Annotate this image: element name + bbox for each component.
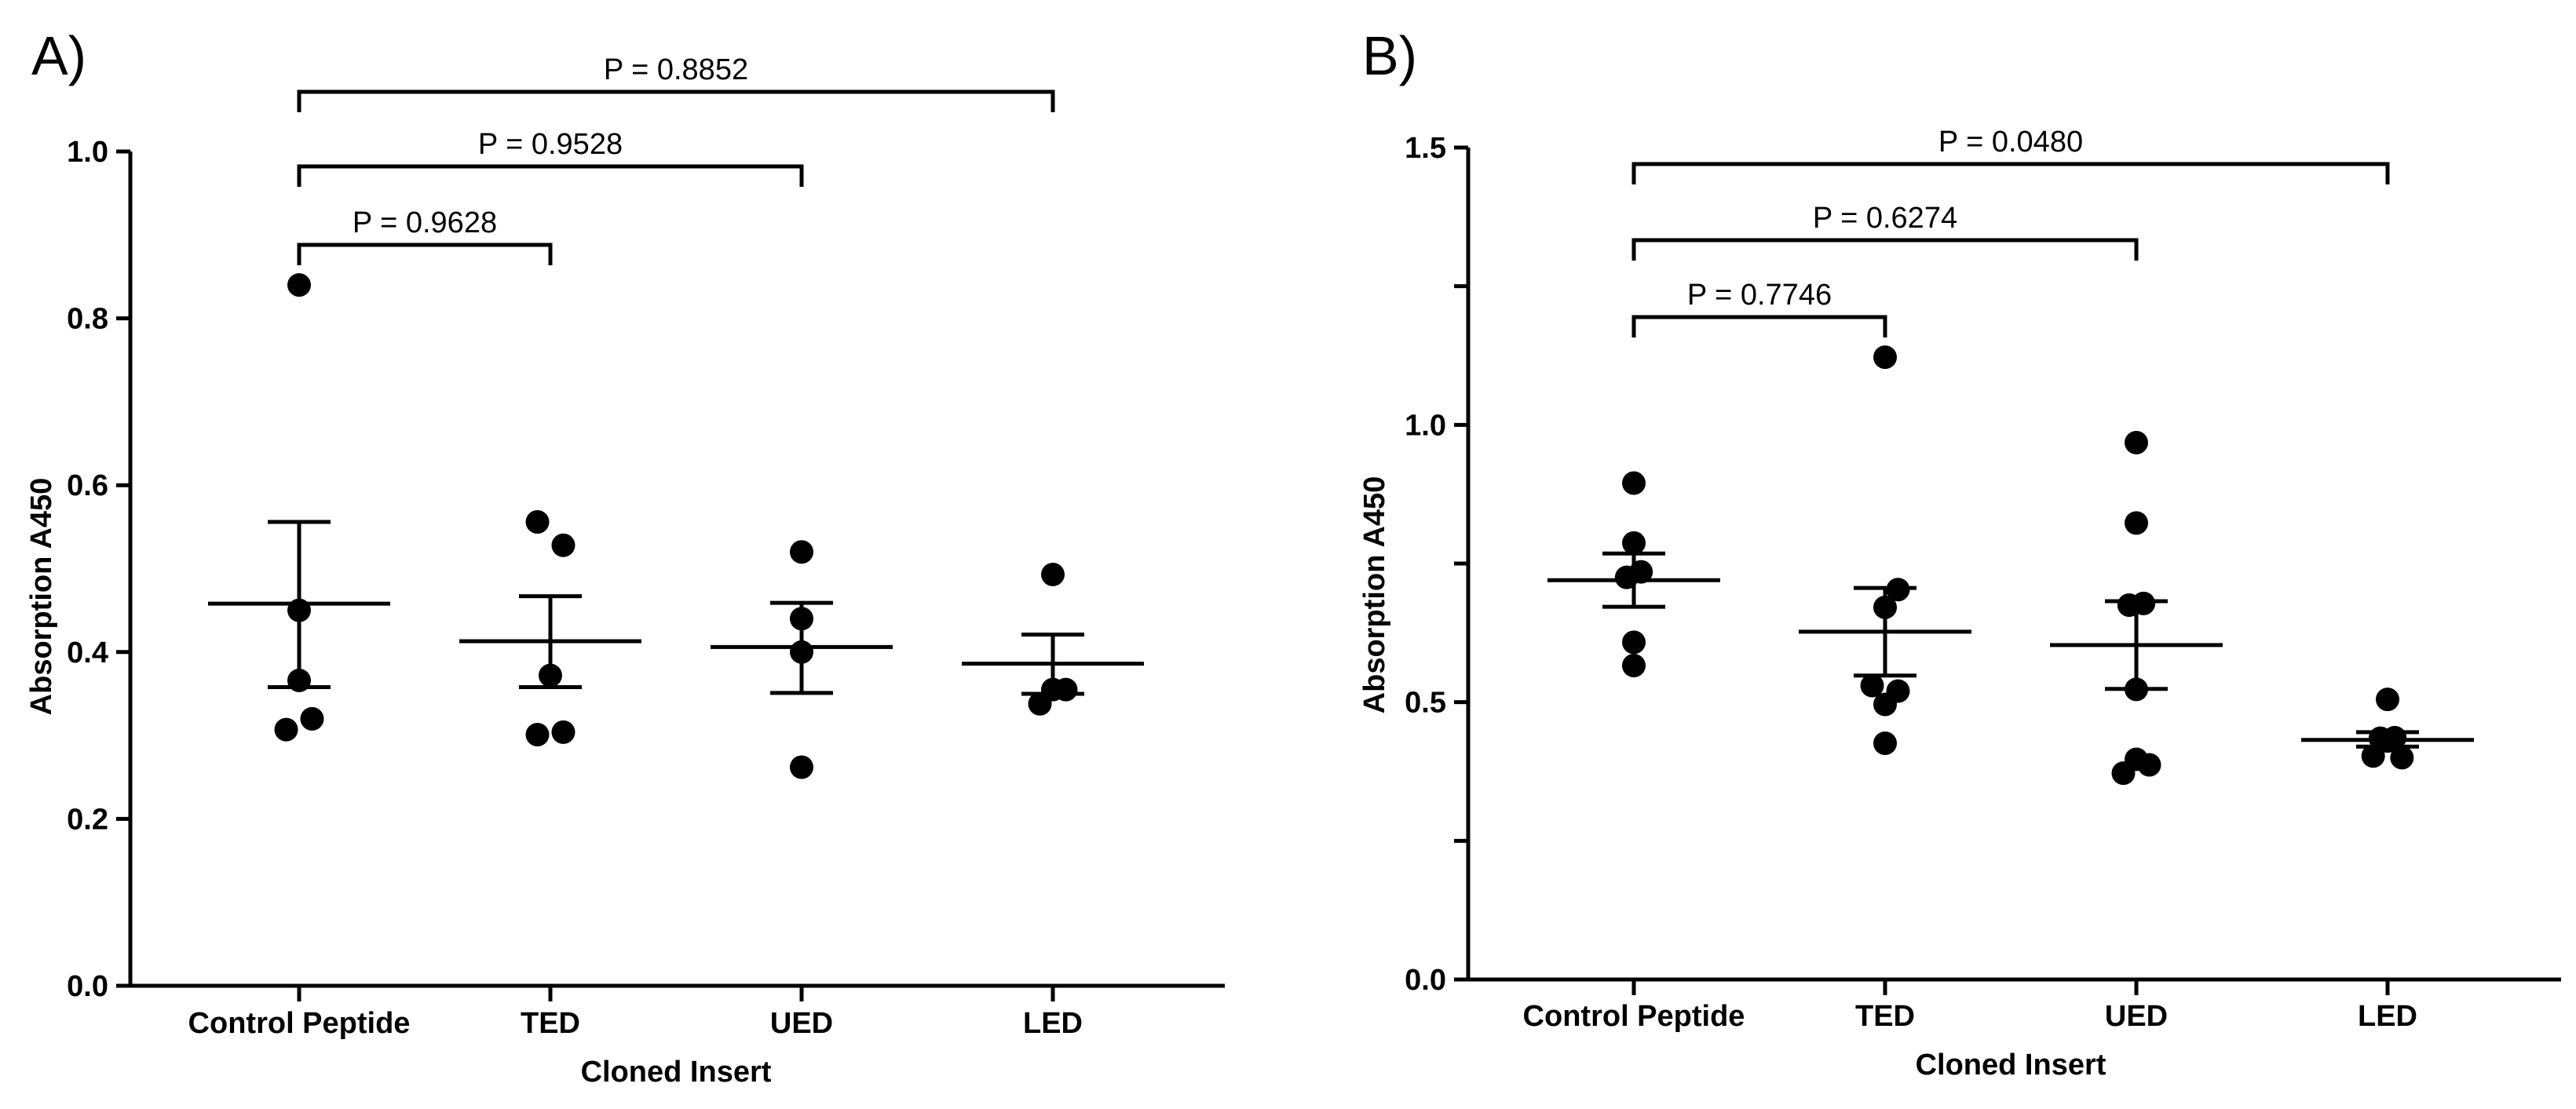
y-tick-label: 0.8 — [67, 303, 108, 336]
data-point — [1622, 471, 1646, 495]
data-point — [1886, 578, 1910, 602]
data-point — [551, 533, 575, 557]
x-tick-label: Control Peptide — [1523, 1000, 1745, 1033]
x-tick-label: LED — [2358, 1000, 2417, 1033]
y-tick-label: 0.4 — [67, 637, 108, 669]
data-point — [1860, 673, 1884, 698]
data-point — [2125, 511, 2148, 535]
data-point — [1873, 692, 1897, 717]
bracket-line — [297, 164, 804, 187]
group-led — [2301, 688, 2474, 770]
data-point — [1873, 345, 1897, 370]
p-value-label: P = 0.8852 — [604, 53, 748, 86]
data-point — [1622, 654, 1646, 678]
panel-a: A) 0.0 0.2 0.4 0.6 0.8 1.0 Control Peptide TED UE… — [25, 25, 1225, 1089]
data-point — [2361, 744, 2385, 768]
data-point — [1629, 560, 1653, 584]
data-point — [2390, 746, 2414, 770]
data-point — [2125, 677, 2148, 702]
bracket-line — [297, 243, 553, 265]
group-control-peptide — [208, 273, 390, 742]
bracket-line — [1631, 238, 2139, 261]
y-axis-title: Absorption A450 — [25, 478, 58, 716]
x-tick-label: UED — [2105, 1000, 2168, 1033]
data-point — [1622, 630, 1646, 655]
p-value-label: P = 0.9528 — [478, 128, 623, 161]
y-tick-label: 1.0 — [1405, 409, 1446, 442]
panel-label: B) — [1362, 25, 1417, 86]
data-point — [2111, 761, 2136, 786]
group-ued — [2050, 430, 2223, 786]
data-point — [2383, 725, 2407, 750]
data-point — [300, 706, 324, 731]
bracket-line — [297, 89, 1055, 112]
data-point — [1622, 531, 1646, 555]
data-point — [1041, 562, 1065, 586]
y-tick-label: 0.6 — [67, 469, 108, 502]
data-point — [790, 540, 813, 564]
data-point — [1054, 677, 1078, 702]
data-point — [274, 717, 298, 742]
group-control-peptide — [1547, 471, 1720, 678]
data-point — [1873, 595, 1897, 619]
y-tick-label: 1.5 — [1405, 132, 1446, 165]
x-tick-label: UED — [770, 1007, 833, 1040]
panel-label: A) — [31, 25, 86, 86]
significance-bracket: P = 0.6274 — [1631, 202, 2139, 261]
y-tick-label: 0.0 — [1405, 964, 1446, 997]
data-point — [1873, 731, 1897, 755]
significance-bracket: P = 0.9528 — [297, 128, 804, 187]
y-tick-label: 1.0 — [67, 136, 108, 169]
data-point — [790, 755, 813, 779]
group-led — [962, 562, 1144, 716]
data-point — [287, 668, 311, 692]
p-value-label: P = 0.0480 — [1938, 126, 2083, 159]
data-point — [2125, 430, 2148, 454]
p-value-label: P = 0.7746 — [1687, 279, 1832, 312]
y-tick-label: 0.2 — [67, 803, 108, 836]
data-point — [2137, 753, 2161, 777]
y-tick-label: 0.0 — [67, 970, 108, 1003]
x-tick-label: TED — [521, 1007, 580, 1040]
data-point — [790, 640, 813, 664]
data-point — [2132, 591, 2156, 615]
group-ted — [1799, 345, 1971, 755]
significance-bracket: P = 0.0480 — [1631, 126, 2390, 184]
p-value-label: P = 0.6274 — [1813, 202, 1957, 235]
significance-bracket: P = 0.9628 — [297, 206, 553, 265]
data-point — [525, 723, 550, 747]
data-point — [551, 720, 575, 744]
bracket-line — [1631, 315, 1887, 337]
data-point — [287, 598, 311, 622]
y-tick-label: 0.5 — [1405, 687, 1446, 720]
data-point — [790, 607, 813, 631]
x-tick-label: Control Peptide — [188, 1007, 411, 1040]
x-axis-title: Cloned Insert — [581, 1056, 772, 1089]
significance-bracket: P = 0.8852 — [297, 53, 1055, 112]
significance-bracket: P = 0.7746 — [1631, 279, 1887, 337]
data-point — [525, 509, 550, 534]
group-ted — [459, 509, 641, 747]
x-tick-label: TED — [1855, 1000, 1915, 1033]
p-value-label: P = 0.9628 — [353, 206, 497, 239]
y-axis-title: Absorption A450 — [1358, 476, 1391, 714]
panel-b: B) 0.0 0.5 1.0 1.5 Control Peptide TED UED LED Ab… — [1358, 25, 2561, 1082]
x-axis-title: Cloned Insert — [1916, 1049, 2106, 1082]
group-ued — [711, 540, 893, 779]
bracket-line — [1631, 162, 2390, 184]
x-tick-label: LED — [1023, 1007, 1083, 1040]
data-point — [2376, 688, 2399, 712]
data-point — [539, 663, 562, 688]
data-point — [287, 273, 311, 297]
